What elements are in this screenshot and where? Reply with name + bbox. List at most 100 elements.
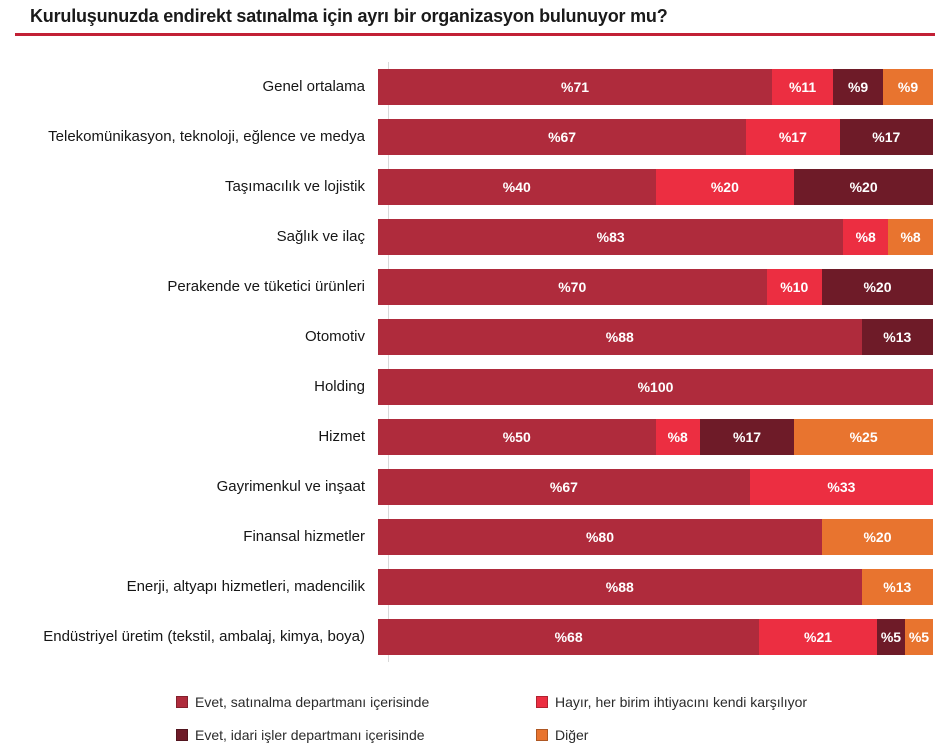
- segment-value-label: %8: [855, 229, 876, 245]
- bar: %83 %8 %8: [378, 219, 933, 255]
- legend: Evet, satınalma departmanı içerisinde Hay…: [176, 694, 807, 743]
- bar-segment: %88: [378, 319, 862, 355]
- bar: %100: [378, 369, 933, 405]
- bar-segment: %17: [699, 419, 795, 455]
- category-label: Holding: [314, 377, 365, 395]
- bar: %67 %33: [378, 469, 933, 505]
- segment-value-label: %80: [585, 529, 615, 545]
- chart-row: Holding %100: [0, 362, 948, 412]
- legend-label: Diğer: [555, 727, 589, 743]
- bar-segment: %40: [378, 169, 656, 205]
- chart-row: Enerji, altyapı hizmetleri, madencilik %8…: [0, 562, 948, 612]
- chart-row: Taşımacılık ve lojistik %40 %20 %20: [0, 162, 948, 212]
- bar-segment: %33: [749, 469, 933, 505]
- chart-row: Genel ortalama %71 %11 %9 %9: [0, 62, 948, 112]
- category-label: Otomotiv: [304, 327, 365, 345]
- chart-row: Finansal hizmetler %80 %20: [0, 512, 948, 562]
- stacked-bar-chart: Genel ortalama %71 %11 %9 %9 Telekomünikasyon…: [0, 62, 948, 662]
- category-label: Genel ortalama: [262, 77, 365, 95]
- segment-value-label: %67: [549, 479, 578, 495]
- segment-value-label: %88: [605, 579, 634, 595]
- bar-segment: %67: [378, 119, 747, 155]
- bar-segment: %68: [378, 619, 760, 655]
- legend-item: Hayır, her birim ihtiyacını kendi karşıl…: [536, 694, 807, 710]
- bar: %88 %13: [378, 569, 933, 605]
- segment-value-label: %40: [502, 179, 531, 195]
- segment-value-label: %21: [804, 629, 833, 645]
- chart-row: Otomotiv %88 %13: [0, 312, 948, 362]
- segment-value-label: %17: [778, 129, 807, 145]
- segment-value-label: %70: [558, 279, 587, 295]
- segment-value-label: %9: [897, 79, 919, 95]
- category-label: Hizmet: [318, 427, 365, 445]
- bar-segment: %10: [766, 269, 822, 305]
- bar: %50 %8 %17 %25: [378, 419, 933, 455]
- segment-value-label: %13: [883, 579, 912, 595]
- segment-value-label: %83: [596, 229, 625, 245]
- title-underline-rule: [15, 33, 935, 36]
- bar: %71 %11 %9 %9: [378, 69, 933, 105]
- legend-swatch-icon: [536, 696, 548, 708]
- segment-value-label: %20: [849, 179, 878, 195]
- chart-row: Sağlık ve ilaç %83 %8 %8: [0, 212, 948, 262]
- bar-segment: %20: [822, 269, 933, 305]
- bar-segment: %5: [904, 619, 933, 655]
- bar-segment: %17: [746, 119, 840, 155]
- bar-segment: %9: [883, 69, 933, 105]
- bar-segment: %17: [839, 119, 933, 155]
- legend-swatch-icon: [536, 729, 548, 741]
- segment-value-label: %25: [849, 429, 878, 445]
- segment-value-label: %71: [561, 79, 590, 95]
- category-label: Gayrimenkul ve inşaat: [216, 477, 365, 495]
- legend-swatch-icon: [176, 729, 188, 741]
- bar-segment: %71: [378, 69, 773, 105]
- bar: %80 %20: [378, 519, 933, 555]
- category-label: Taşımacılık ve lojistik: [224, 177, 365, 195]
- bar-segment: %9: [833, 69, 884, 105]
- segment-value-label: %20: [710, 179, 739, 195]
- bar-segment: %88: [378, 569, 862, 605]
- bar-segment: %25: [794, 419, 933, 455]
- segment-value-label: %33: [827, 479, 856, 495]
- segment-value-label: %50: [502, 429, 531, 445]
- bar-segment: %20: [822, 519, 933, 555]
- chart-title: Kuruluşunuzda endirekt satınalma için ay…: [30, 6, 668, 26]
- bar-segment: %8: [655, 419, 700, 455]
- legend-swatch-icon: [176, 696, 188, 708]
- segment-value-label: %88: [605, 329, 634, 345]
- bar-segment: %70: [378, 269, 767, 305]
- segment-value-label: %11: [788, 79, 817, 95]
- category-label: Finansal hizmetler: [243, 527, 365, 545]
- bar-segment: %67: [378, 469, 750, 505]
- legend-label: Evet, idari işler departmanı içerisinde: [195, 727, 425, 743]
- bar-segment: %21: [759, 619, 877, 655]
- chart-row: Telekomünikasyon, teknoloji, eğlence ve …: [0, 112, 948, 162]
- segment-value-label: %20: [863, 279, 892, 295]
- category-label: Sağlık ve ilaç: [276, 227, 365, 245]
- bar: %88 %13: [378, 319, 933, 355]
- segment-value-label: %20: [863, 529, 892, 545]
- bar-segment: %11: [772, 69, 834, 105]
- segment-value-label: %100: [637, 379, 674, 395]
- segment-value-label: %10: [780, 279, 809, 295]
- legend-label: Hayır, her birim ihtiyacını kendi karşıl…: [555, 694, 808, 710]
- category-axis-line: [388, 62, 389, 662]
- segment-value-label: %5: [908, 629, 930, 645]
- segment-value-label: %68: [554, 629, 583, 645]
- segment-value-label: %67: [548, 129, 577, 145]
- category-label: Endüstriyel üretim (tekstil, ambalaj, ki…: [43, 627, 365, 645]
- bar-segment: %8: [843, 219, 889, 255]
- segment-value-label: %9: [847, 79, 869, 95]
- legend-item: Diğer: [536, 727, 807, 743]
- bar-segment: %13: [861, 319, 933, 355]
- segment-value-label: %5: [880, 629, 902, 645]
- segment-value-label: %8: [900, 229, 921, 245]
- bar: %40 %20 %20: [378, 169, 933, 205]
- bar-segment: %5: [876, 619, 905, 655]
- bar-segment: %8: [888, 219, 933, 255]
- bar: %70 %10 %20: [378, 269, 933, 305]
- bar: %68 %21 %5 %5: [378, 619, 933, 655]
- bar-segment: %50: [378, 419, 656, 455]
- category-label: Perakende ve tüketici ürünleri: [167, 277, 365, 295]
